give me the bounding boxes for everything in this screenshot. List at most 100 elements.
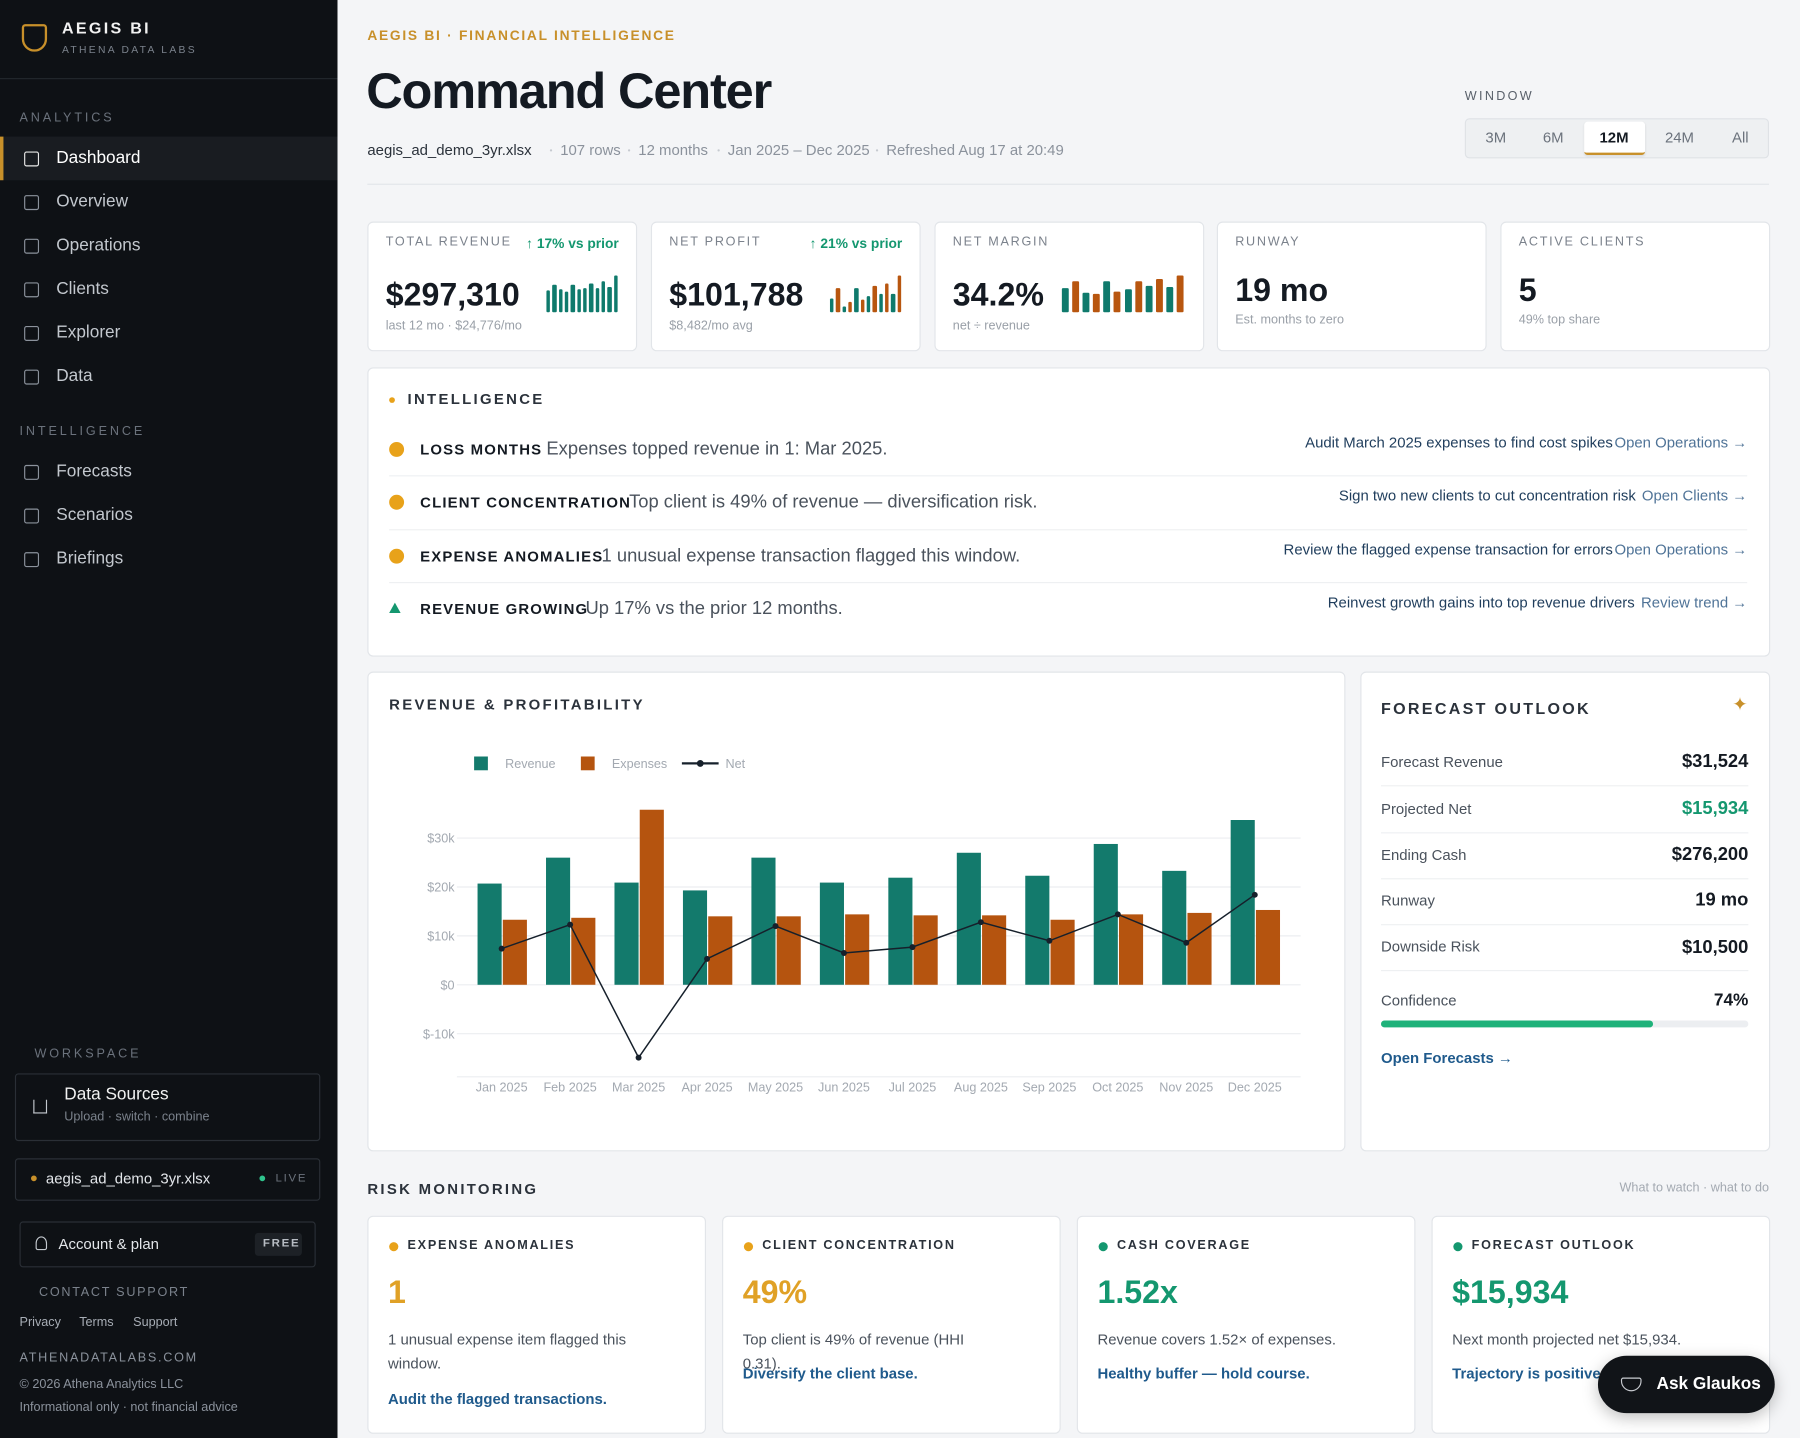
spark-bar	[1166, 287, 1174, 313]
confidence-bar	[1380, 1020, 1653, 1028]
nav-item[interactable]: Forecasts	[56, 461, 132, 481]
brand-logo	[21, 24, 48, 52]
window-option[interactable]: All	[1732, 128, 1749, 147]
assistant-icon	[1620, 1377, 1642, 1392]
window-option[interactable]: 12M	[1599, 128, 1629, 147]
copyright: © 2026 Athena Analytics LLC	[19, 1378, 184, 1392]
risk-action[interactable]: Audit the flagged transactions.	[388, 1390, 607, 1408]
bar	[1162, 870, 1187, 985]
risk-title: RISK MONITORING	[367, 1180, 539, 1198]
spark-bar	[552, 284, 557, 313]
nav-item[interactable]: Briefings	[56, 548, 124, 569]
risk-dot	[389, 1242, 399, 1252]
legend-swatch	[474, 756, 488, 771]
account-box[interactable]	[19, 1221, 316, 1268]
risk-dot	[1453, 1242, 1463, 1252]
risk-action[interactable]: Healthy buffer — hold course.	[1097, 1365, 1310, 1383]
risk-label: FORECAST OUTLOOK	[1471, 1239, 1636, 1253]
x-tick-label: Dec 2025	[1228, 1081, 1282, 1095]
spark-bar	[601, 280, 606, 313]
nav-item[interactable]: Scenarios	[56, 505, 133, 525]
forecast-divider	[1380, 878, 1749, 880]
forecast-value: 19 mo	[1695, 891, 1749, 911]
risk-label: EXPENSE ANOMALIES	[407, 1239, 576, 1253]
account-icon	[35, 1236, 48, 1251]
kpi-sub: Est. months to zero	[1235, 313, 1344, 328]
legend-label: Expenses	[612, 757, 667, 771]
intel-icon	[389, 602, 401, 614]
intel-text: Top client is 49% of revenue — diversifi…	[629, 492, 1038, 513]
nav-icon	[24, 195, 40, 211]
window-option[interactable]: 24M	[1664, 128, 1694, 147]
spark-bar	[866, 295, 871, 313]
risk-text: 1 unusual expense item flagged this wind…	[388, 1330, 627, 1372]
intel-link[interactable]: Open Clients →	[1641, 486, 1748, 505]
intel-divider	[389, 529, 1748, 531]
data-sources-box[interactable]	[14, 1073, 321, 1142]
spark-bar	[564, 291, 569, 313]
intel-link[interactable]: Open Operations →	[1614, 540, 1748, 559]
bar	[1025, 875, 1050, 985]
spark-bar	[1103, 281, 1111, 313]
x-tick-label: Oct 2025	[1092, 1081, 1143, 1095]
net-point	[772, 923, 779, 930]
bar	[1050, 919, 1075, 985]
x-tick-label: Sep 2025	[1022, 1081, 1076, 1095]
spark-bar	[829, 297, 834, 313]
chart-title: REVENUE & PROFITABILITY	[389, 695, 645, 714]
x-tick-label: Apr 2025	[681, 1081, 732, 1095]
meta-sep	[549, 149, 553, 152]
risk-action[interactable]: Trajectory is positive	[1452, 1365, 1601, 1383]
file-box	[14, 1158, 321, 1201]
x-tick-label: Jun 2025	[818, 1081, 870, 1095]
intel-link[interactable]: Review trend →	[1641, 593, 1748, 611]
nav-item[interactable]: Explorer	[56, 322, 121, 343]
spark-bar	[885, 283, 889, 313]
file-status: LIVE	[275, 1172, 308, 1185]
bar	[682, 890, 708, 985]
x-tick-label: Jan 2025	[476, 1081, 528, 1095]
bar	[956, 852, 981, 985]
spark-bar	[1124, 288, 1132, 313]
spark-bar	[1145, 285, 1153, 313]
intel-divider	[389, 582, 1748, 584]
contact-support[interactable]: CONTACT SUPPORT	[39, 1286, 190, 1300]
site: ATHENADATALABS.COM	[19, 1351, 198, 1366]
nav-item[interactable]: Dashboard	[56, 148, 141, 168]
risk-label: CASH COVERAGE	[1116, 1239, 1251, 1253]
spark-bar	[1071, 280, 1079, 313]
window-option[interactable]: 6M	[1542, 128, 1564, 147]
risk-action[interactable]: Diversify the client base.	[742, 1365, 918, 1383]
footer-link[interactable]: Support	[133, 1316, 178, 1330]
footer-link[interactable]: Privacy	[19, 1316, 61, 1330]
forecast-link[interactable]: Open Forecasts →	[1380, 1049, 1513, 1067]
risk-value: 1	[388, 1274, 406, 1311]
spark-bar	[1156, 278, 1163, 313]
kpi-sub: last 12 mo · $24,776/mo	[385, 319, 522, 334]
spark-bar	[891, 293, 896, 313]
nav-icon	[24, 282, 40, 298]
net-point	[635, 1054, 642, 1061]
nav-icon	[24, 326, 40, 341]
nav-item[interactable]: Clients	[56, 278, 109, 299]
nav-icon	[24, 464, 40, 480]
spark-bar	[836, 287, 840, 313]
nav-item[interactable]: Overview	[56, 191, 129, 212]
footer-link[interactable]: Terms	[79, 1316, 114, 1330]
kpi-label: NET PROFIT	[669, 235, 762, 250]
window-option[interactable]: 3M	[1485, 128, 1507, 147]
nav-item[interactable]: Operations	[56, 235, 141, 255]
nav-active-bar	[0, 136, 4, 181]
nav-active-bg	[0, 136, 338, 181]
spark-bar	[546, 290, 551, 313]
disclaimer: Informational only · not financial advic…	[19, 1400, 238, 1415]
nav-item[interactable]: Data	[56, 366, 93, 386]
intel-action: Sign two new clients to cut concentratio…	[1338, 486, 1636, 505]
meta-sep	[627, 149, 631, 152]
meta-item: 12 months	[638, 141, 708, 159]
intel-text: Up 17% vs the prior 12 months.	[585, 599, 843, 620]
spark-bar	[576, 289, 581, 313]
intel-link[interactable]: Open Operations →	[1614, 434, 1748, 452]
file-dot	[30, 1175, 37, 1182]
legend-label: Revenue	[505, 757, 555, 771]
